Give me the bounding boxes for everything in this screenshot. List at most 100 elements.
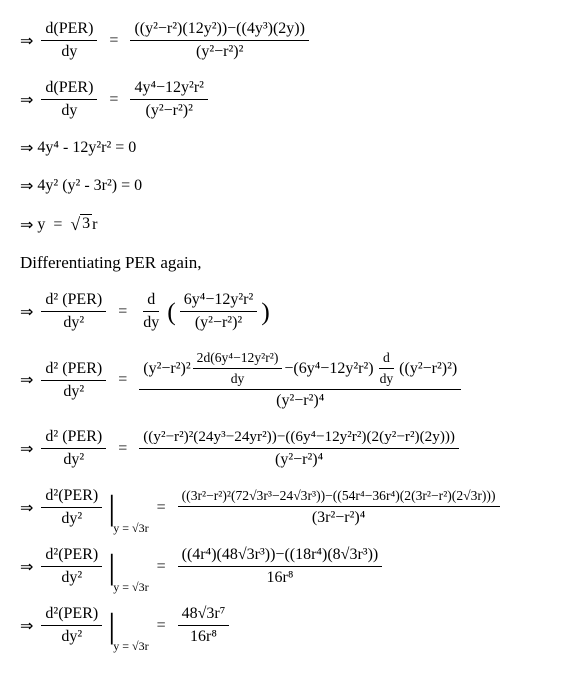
lhs-den: dy² bbox=[59, 449, 88, 469]
expr-post: r bbox=[92, 216, 97, 234]
rhs-den: 16r⁸ bbox=[262, 567, 297, 587]
prose-line: Differentiating PER again, bbox=[20, 253, 542, 273]
rparen-icon: ) bbox=[261, 297, 270, 327]
lhs-num: d² (PER) bbox=[41, 291, 106, 312]
eval-at: y = √3r bbox=[113, 639, 148, 654]
lhs-num: d²(PER) bbox=[41, 487, 102, 508]
rhs-den: (y²−r²)² bbox=[192, 41, 247, 61]
eq-line-10: ⇒ d²(PER) dy² | y = √3r = ((3r²−r²)²(72√… bbox=[20, 487, 542, 528]
rhs-num: 4y⁴−12y²r² bbox=[130, 79, 208, 100]
rhs-den: (y²−r²)² bbox=[142, 100, 197, 120]
eval-at: y = √3r bbox=[113, 580, 148, 595]
lhs-frac: d² (PER) dy² bbox=[41, 360, 106, 401]
rhs-frac: ((3r²−r²)²(72√3r³−24√3r³))−((54r⁴−36r⁴)(… bbox=[178, 488, 500, 527]
lhs-den: dy² bbox=[57, 508, 86, 528]
lparen-icon: ( bbox=[167, 297, 176, 327]
lhs-frac: d²(PER) dy² bbox=[41, 487, 102, 528]
lhs-frac: d²(PER) dy² bbox=[41, 605, 102, 646]
eq-line-2: ⇒ d(PER) dy = 4y⁴−12y²r² (y²−r²)² bbox=[20, 79, 542, 120]
rhs-den: (y²−r²)⁴ bbox=[271, 449, 327, 469]
eval-at: y = √3r bbox=[113, 521, 148, 536]
eq-line-3: ⇒ 4y⁴ - 12y²r² = 0 bbox=[20, 138, 542, 158]
arrow-icon: ⇒ bbox=[20, 31, 33, 51]
equals: = bbox=[118, 303, 127, 321]
inner-den: (y²−r²)² bbox=[191, 312, 246, 332]
rhs-frac: 4y⁴−12y²r² (y²−r²)² bbox=[130, 79, 208, 120]
lhs-den: dy² bbox=[59, 312, 88, 332]
lhs-den: dy² bbox=[57, 567, 86, 587]
arrow-icon: ⇒ bbox=[20, 90, 33, 110]
expr: 4y² (y² - 3r²) = 0 bbox=[37, 177, 142, 195]
equals: = bbox=[157, 558, 166, 576]
lhs-num: d(PER) bbox=[41, 20, 97, 41]
inner-num: 6y⁴−12y²r² bbox=[180, 291, 258, 312]
eq-line-8: ⇒ d² (PER) dy² = (y²−r²)² 2d(6y⁴−12y²r²)… bbox=[20, 350, 542, 410]
equals: = bbox=[157, 499, 166, 517]
rhs-den: (y²−r²)⁴ bbox=[272, 390, 328, 410]
equals: = bbox=[109, 32, 118, 50]
rhs-den: (3r²−r²)⁴ bbox=[308, 507, 370, 527]
lhs-frac: d²(PER) dy² bbox=[41, 546, 102, 587]
d-den: dy bbox=[139, 312, 163, 332]
d-dy-frac: d dy bbox=[139, 291, 163, 332]
expr-pre: y = bbox=[37, 216, 70, 234]
arrow-icon: ⇒ bbox=[20, 302, 33, 322]
lhs-num: d² (PER) bbox=[41, 428, 106, 449]
radicand: 3 bbox=[80, 214, 92, 233]
b-den: dy bbox=[227, 369, 249, 387]
eq-line-11: ⇒ d²(PER) dy² | y = √3r = ((4r⁴)(48√3r³)… bbox=[20, 546, 542, 587]
lhs-num: d²(PER) bbox=[41, 546, 102, 567]
lhs-num: d(PER) bbox=[41, 79, 97, 100]
rhs-num: ((y²−r²)²(24y³−24yr²))−((6y⁴−12y²r²)(2(y… bbox=[139, 428, 459, 449]
rhs-den: 16r⁸ bbox=[186, 626, 221, 646]
rhs-frac: ((y²−r²)(12y²))−((4y³)(2y)) (y²−r²)² bbox=[130, 20, 309, 61]
expr: 4y⁴ - 12y²r² = 0 bbox=[37, 139, 136, 157]
rhs-frac: 48√3r⁷ 16r⁸ bbox=[178, 605, 230, 646]
eq-line-4: ⇒ 4y² (y² - 3r²) = 0 bbox=[20, 176, 542, 196]
rhs-frac: ((4r⁴)(48√3r³))−((18r⁴)(8√3r³)) 16r⁸ bbox=[178, 546, 383, 587]
equals: = bbox=[109, 91, 118, 109]
lhs-den: dy² bbox=[59, 381, 88, 401]
inner-frac-b: 2d(6y⁴−12y²r²) dy bbox=[193, 350, 283, 387]
rhs-num: (y²−r²)² 2d(6y⁴−12y²r²) dy −(6y⁴−12y²r²)… bbox=[139, 350, 461, 390]
lhs-den: dy bbox=[57, 100, 81, 120]
b-num: 2d(6y⁴−12y²r²) bbox=[193, 350, 283, 369]
arrow-icon: ⇒ bbox=[20, 616, 33, 636]
lhs-den: dy bbox=[57, 41, 81, 61]
arrow-icon: ⇒ bbox=[20, 176, 33, 196]
rhs-num: ((y²−r²)(12y²))−((4y³)(2y)) bbox=[130, 20, 309, 41]
part-mid: −(6y⁴−12y²r²) bbox=[284, 360, 373, 378]
equals: = bbox=[118, 371, 127, 389]
equals: = bbox=[118, 440, 127, 458]
inner-frac: 6y⁴−12y²r² (y²−r²)² bbox=[180, 291, 258, 332]
equals: = bbox=[157, 617, 166, 635]
eq-line-5: ⇒ y = √ 3 r bbox=[20, 214, 542, 235]
rhs-num: ((4r⁴)(48√3r³))−((18r⁴)(8√3r³)) bbox=[178, 546, 383, 567]
d-num: d bbox=[143, 291, 159, 312]
eq-line-12: ⇒ d²(PER) dy² | y = √3r = 48√3r⁷ 16r⁸ bbox=[20, 605, 542, 646]
rhs-frac: (y²−r²)² 2d(6y⁴−12y²r²) dy −(6y⁴−12y²r²)… bbox=[139, 350, 461, 410]
rhs-frac: ((y²−r²)²(24y³−24yr²))−((6y⁴−12y²r²)(2(y… bbox=[139, 428, 459, 469]
arrow-icon: ⇒ bbox=[20, 215, 33, 235]
arrow-icon: ⇒ bbox=[20, 138, 33, 158]
c-den: dy bbox=[376, 369, 398, 387]
eq-line-1: ⇒ d(PER) dy = ((y²−r²)(12y²))−((4y³)(2y)… bbox=[20, 20, 542, 61]
lhs-frac: d² (PER) dy² bbox=[41, 428, 106, 469]
inner-frac-c: d dy bbox=[376, 350, 398, 387]
lhs-frac: d(PER) dy bbox=[41, 79, 97, 120]
arrow-icon: ⇒ bbox=[20, 498, 33, 518]
lhs-num: d² (PER) bbox=[41, 360, 106, 381]
rhs-num: 48√3r⁷ bbox=[178, 605, 230, 626]
part-a: (y²−r²)² bbox=[143, 360, 190, 378]
radical-icon: √ bbox=[70, 214, 80, 235]
eq-line-9: ⇒ d² (PER) dy² = ((y²−r²)²(24y³−24yr²))−… bbox=[20, 428, 542, 469]
lhs-num: d²(PER) bbox=[41, 605, 102, 626]
arrow-icon: ⇒ bbox=[20, 439, 33, 459]
c-num: d bbox=[379, 350, 394, 369]
part-tail: ((y²−r²)²) bbox=[399, 360, 457, 378]
rhs-num: ((3r²−r²)²(72√3r³−24√3r³))−((54r⁴−36r⁴)(… bbox=[178, 488, 500, 507]
lhs-frac: d² (PER) dy² bbox=[41, 291, 106, 332]
lhs-frac: d(PER) dy bbox=[41, 20, 97, 61]
arrow-icon: ⇒ bbox=[20, 557, 33, 577]
lhs-den: dy² bbox=[57, 626, 86, 646]
